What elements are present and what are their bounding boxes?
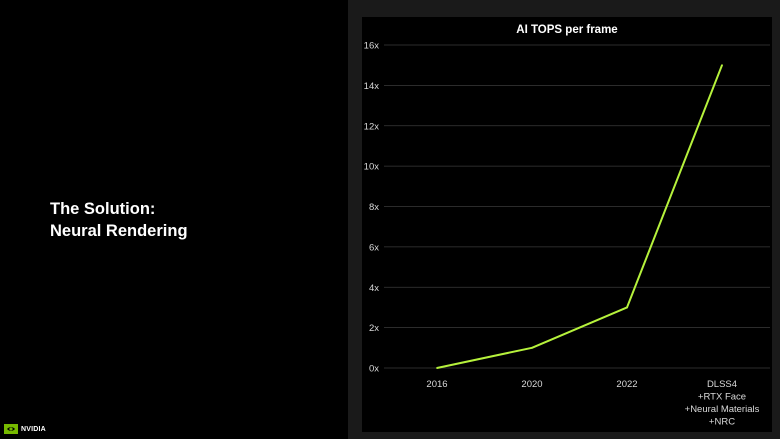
x-tick-label: 2022 xyxy=(616,379,637,390)
data-point xyxy=(436,367,438,369)
y-tick-label: 16x xyxy=(364,41,380,52)
x-tick-label: 2020 xyxy=(521,379,542,390)
y-tick-label: 10x xyxy=(364,162,380,173)
x-tick-label: 2016 xyxy=(426,379,447,390)
y-tick-label: 6x xyxy=(369,242,379,253)
y-tick-label: 4x xyxy=(369,283,379,294)
x-tick-label-line: 2022 xyxy=(616,379,637,390)
nvidia-eye-icon xyxy=(4,424,18,434)
x-tick-label-line: 2020 xyxy=(521,379,542,390)
logo-wordmark: NVIDIA xyxy=(21,425,46,433)
left-panel: The Solution: Neural Rendering NVIDIA xyxy=(0,0,348,439)
line-chart: AI TOPS per frame 0x 2x 4x 6x 8x 10x 12x 14x 16x… xyxy=(364,24,770,428)
y-tick-label: 0x xyxy=(369,364,379,375)
y-tick-label: 8x xyxy=(369,202,379,213)
nvidia-logo: NVIDIA xyxy=(4,424,46,434)
chart-container: AI TOPS per frame 0x 2x 4x 6x 8x 10x 12x 14x 16x… xyxy=(362,17,772,432)
x-tick-label: DLSS4 +RTX Face +Neural Materials +NRC xyxy=(685,379,760,428)
x-axis-tick-labels: 2016 2020 2022 DLSS4 +RTX Face +Neural Materi… xyxy=(426,379,759,428)
x-tick-label-line: DLSS4 xyxy=(707,379,737,390)
y-tick-label: 2x xyxy=(369,323,379,334)
slide-title-line-2: Neural Rendering xyxy=(50,222,188,240)
y-axis-tick-labels: 0x 2x 4x 6x 8x 10x 12x 14x 16x xyxy=(364,41,380,375)
slide-title: The Solution: Neural Rendering xyxy=(50,198,188,242)
x-tick-label-line: +Neural Materials xyxy=(685,404,760,415)
chart-title: AI TOPS per frame xyxy=(516,24,617,36)
series xyxy=(436,64,723,369)
x-tick-label-line: +NRC xyxy=(709,417,735,428)
data-point xyxy=(531,346,533,349)
data-point xyxy=(721,64,723,67)
slide-title-line-1: The Solution: xyxy=(50,200,156,218)
gridlines xyxy=(384,44,770,369)
series-line xyxy=(436,64,723,369)
data-point xyxy=(626,306,628,309)
y-tick-label: 12x xyxy=(364,121,380,132)
x-tick-label-line: 2016 xyxy=(426,379,447,390)
y-tick-label: 14x xyxy=(364,81,380,92)
x-tick-label-line: +RTX Face xyxy=(698,392,746,403)
